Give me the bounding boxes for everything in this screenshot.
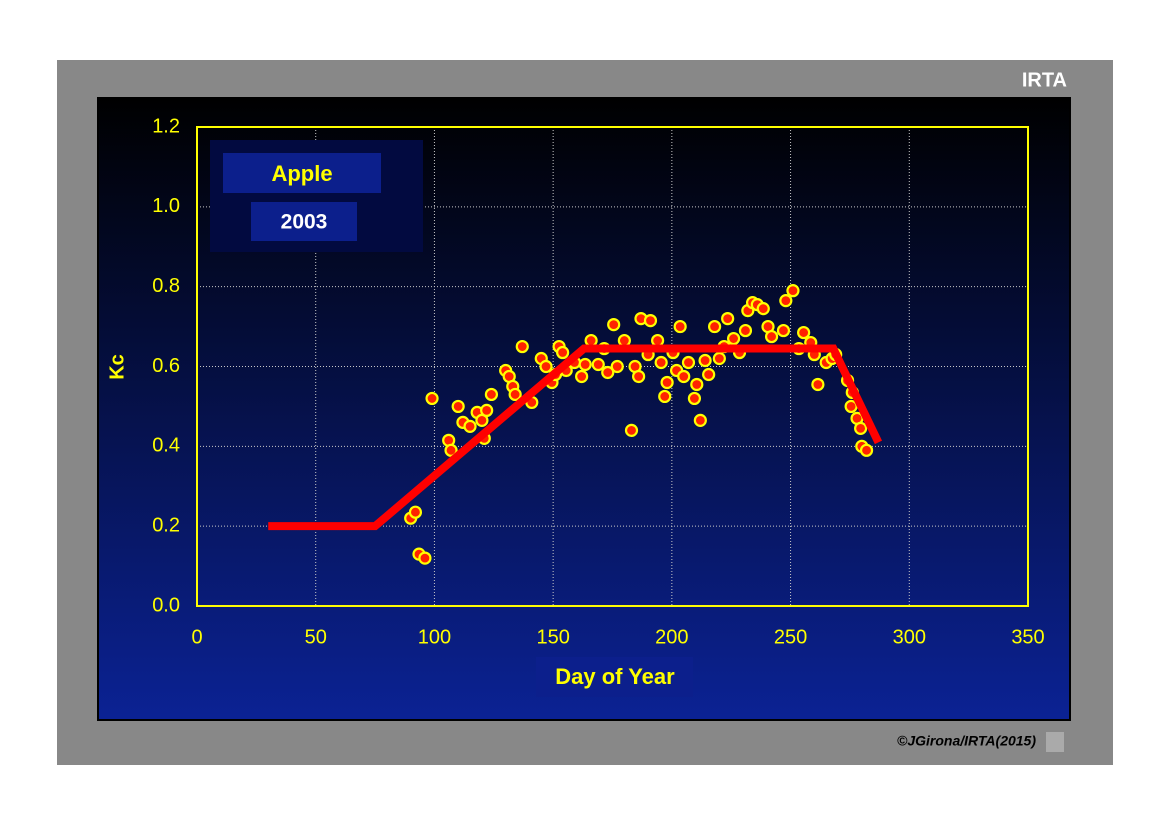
y-tick-label: 1.0 [152,195,180,217]
data-point [690,377,704,392]
data-point [776,323,791,338]
data-point [591,357,605,372]
plot-border [196,126,1029,607]
data-point [702,367,716,382]
chart-subtitle: 2003 [281,211,328,234]
subtitle-box [251,202,357,241]
data-point [738,323,753,338]
data-point [480,403,494,418]
data-point [624,423,639,437]
y-tick-label: 1.2 [152,115,180,137]
x-tick-label: 100 [418,626,451,648]
data-point [658,389,672,404]
data-point [721,312,735,326]
title-box [223,153,381,193]
data-point [610,359,624,374]
y-tick-label: 0.2 [152,514,180,536]
data-point [575,369,589,384]
data-point [444,443,458,457]
data-point [654,355,668,370]
data-point [425,391,439,406]
data-point [451,399,465,414]
data-point [515,339,529,354]
data-point [707,319,722,334]
y-tick-label: 0.6 [152,355,180,377]
x-tick-label: 200 [655,626,688,648]
data-point [673,319,687,334]
x-tick-label: 50 [305,626,327,648]
data-point [418,551,432,565]
credit: ©JGirona/IRTA(2015) [897,733,1036,749]
data-point [632,369,646,384]
data-point [660,375,674,390]
y-tick-label: 0.0 [152,594,180,616]
data-point [726,331,741,346]
data-point [797,325,811,340]
data-point [578,357,592,372]
data-point [687,391,702,406]
logo-icon [1046,732,1064,752]
y-tick-label: 0.8 [152,275,180,297]
data-point [677,369,691,384]
data-point [681,355,696,370]
data-point [651,333,665,348]
x-tick-label: 150 [536,626,569,648]
data-point [698,353,712,368]
data-point [712,351,726,366]
kc-line [268,344,883,531]
data-point [693,413,707,427]
x-tick-label: 0 [191,626,202,648]
plot [268,284,883,565]
x-axis-label: Day of Year [555,664,675,689]
data-point [408,505,423,519]
data-point [859,443,874,457]
x-tick-label: 300 [893,626,926,648]
data-point [811,377,825,392]
data-point [601,365,615,380]
y-tick-label: 0.4 [152,435,180,457]
data-point [764,329,779,344]
brand: IRTA [1022,69,1067,91]
data-point [584,333,598,348]
data-point [756,302,770,316]
data-point [854,421,868,435]
data-point [508,387,522,402]
data-point [539,359,553,374]
data-point [786,284,800,298]
data-point [556,345,570,360]
x-tick-label: 350 [1011,626,1044,648]
x-tick-label: 250 [774,626,807,648]
data-point [779,294,793,308]
data-point [617,333,631,348]
data-point [643,313,658,328]
data-point [607,317,621,332]
data-point [463,419,477,433]
data-point [484,387,499,402]
y-axis-label: Kc [106,354,128,380]
x-label-box [536,657,693,697]
chart-title: Apple [271,161,332,186]
data-point [844,399,858,414]
